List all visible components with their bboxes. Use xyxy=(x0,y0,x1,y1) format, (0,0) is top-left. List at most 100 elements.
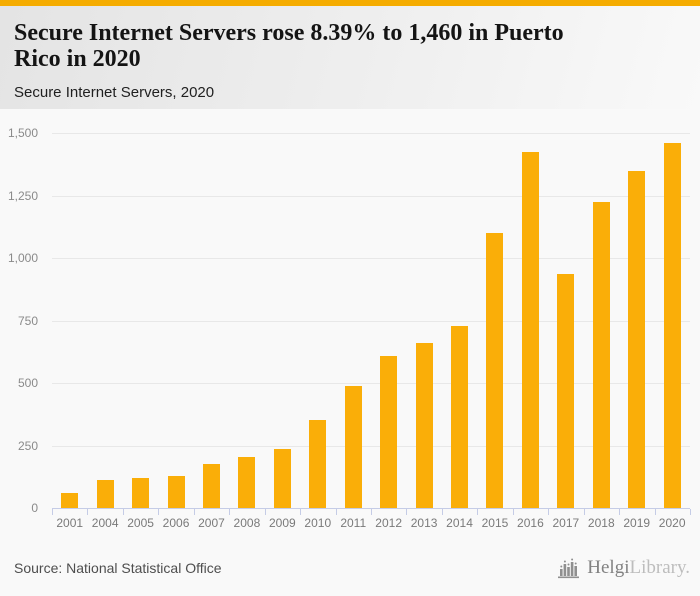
helgi-logo-icon xyxy=(558,557,582,579)
chart-footer: Source: National Statistical Office Helg… xyxy=(0,540,700,596)
bar-2019 xyxy=(628,171,646,508)
bar-chart: 0 250 500 750 1,000 1,250 1,500 2001 2004 2005 20… xyxy=(0,109,700,540)
x-tick-label: 2016 xyxy=(517,516,544,530)
x-tick xyxy=(548,509,550,515)
y-tick-label: 1,250 xyxy=(7,188,38,203)
y-tick-label: 750 xyxy=(17,313,38,328)
bar-cell xyxy=(52,133,87,508)
gridline xyxy=(52,320,690,322)
x-tick-label: 2015 xyxy=(481,516,509,530)
bar-cell xyxy=(336,133,371,508)
bar-2006 xyxy=(167,476,185,508)
top-accent-bar xyxy=(0,0,700,6)
x-tick xyxy=(654,509,656,515)
x-tick xyxy=(583,509,585,515)
bars xyxy=(52,133,690,508)
x-tick-label: 2011 xyxy=(340,516,367,530)
bar-2017 xyxy=(557,273,575,508)
x-tick xyxy=(335,509,337,515)
bar-2008 xyxy=(238,456,256,508)
bar-cell xyxy=(406,133,441,508)
bar-2011 xyxy=(344,385,362,508)
chart-subtitle: Secure Internet Servers, 2020 xyxy=(14,84,215,101)
x-tick xyxy=(441,509,443,515)
bar-cell xyxy=(548,133,583,508)
x-tick-label: 2017 xyxy=(552,516,580,530)
x-tick-label: 2012 xyxy=(375,516,402,530)
x-tick xyxy=(52,509,53,515)
x-tick xyxy=(690,509,691,515)
bar-2016 xyxy=(521,152,539,508)
y-axis-labels: 0 250 500 750 1,000 1,250 1,500 xyxy=(0,126,45,515)
x-tick xyxy=(193,509,195,515)
bar-cell xyxy=(194,133,229,508)
x-tick xyxy=(122,509,124,515)
page-title-line-1: Secure Internet Servers rose 8.39% to 1,… xyxy=(14,20,564,46)
x-tick-label: 2004 xyxy=(91,516,119,530)
y-tick-label: 1,500 xyxy=(7,126,38,140)
x-tick-label: 2001 xyxy=(56,516,84,530)
x-tick-label: 2018 xyxy=(587,516,615,530)
x-axis-labels: 2001 2004 2005 2006 2007 2008 2009 2010 2011 2012… xyxy=(52,516,690,530)
y-tick-label: 1,000 xyxy=(7,251,38,265)
gridline xyxy=(52,258,690,259)
bar-2007 xyxy=(202,463,220,508)
bar-2004 xyxy=(96,480,114,508)
bar-2010 xyxy=(309,420,327,508)
x-tick-label: 2014 xyxy=(446,516,473,530)
x-tick-label: 2007 xyxy=(198,516,225,530)
bar-cell xyxy=(371,133,406,508)
x-tick-label: 2005 xyxy=(127,516,154,530)
page-title-line-2: Rico in 2020 xyxy=(14,46,141,72)
bar-cell xyxy=(300,133,335,508)
bar-2018 xyxy=(592,201,610,508)
bar-cell xyxy=(229,133,264,508)
x-axis-ticks xyxy=(52,509,691,515)
x-tick xyxy=(512,509,514,515)
bar-cell xyxy=(477,133,512,508)
bar-cell xyxy=(123,133,158,508)
y-tick-label: 0 xyxy=(31,501,38,515)
x-tick-label: 2020 xyxy=(658,516,686,530)
y-tick-label: 500 xyxy=(17,376,38,390)
x-tick xyxy=(371,509,372,515)
helgi-library-logo[interactable]: HelgiLibrary. xyxy=(558,557,690,579)
gridline xyxy=(52,195,690,197)
x-tick-label: 2006 xyxy=(162,516,190,530)
gridline xyxy=(52,133,690,134)
chart-header: Secure Internet Servers rose 8.39% to 1,… xyxy=(0,6,700,109)
bar-2020 xyxy=(663,143,681,508)
x-tick-label: 2019 xyxy=(623,516,651,530)
bar-2012 xyxy=(380,356,398,508)
page-title: Secure Internet Servers rose 8.39% to 1,… xyxy=(14,6,686,72)
bar-2009 xyxy=(273,448,291,508)
gridline xyxy=(52,445,690,447)
bar-cell xyxy=(442,133,477,508)
x-tick xyxy=(229,509,231,515)
brand-name: HelgiLibrary. xyxy=(587,557,690,579)
bar-2001 xyxy=(61,493,79,508)
bar-cell xyxy=(619,133,654,508)
bar-2013 xyxy=(415,342,433,508)
bar-2014 xyxy=(451,326,469,508)
bar-cell xyxy=(87,133,122,508)
x-tick xyxy=(158,509,160,515)
x-tick xyxy=(406,509,408,515)
brand-name-library: Library. xyxy=(629,557,691,578)
x-tick xyxy=(300,509,302,515)
x-tick-label: 2008 xyxy=(233,516,261,530)
bar-cell xyxy=(584,133,619,508)
brand-name-helgi: Helgi xyxy=(587,557,630,578)
plot-area xyxy=(52,133,690,509)
bar-cell xyxy=(654,133,689,508)
x-tick xyxy=(477,509,479,515)
x-tick xyxy=(619,509,621,515)
gridline xyxy=(52,383,690,384)
bar-2015 xyxy=(486,233,504,508)
x-tick xyxy=(87,509,89,515)
source-label: Source: National Statistical Office xyxy=(14,560,222,576)
x-tick-label: 2009 xyxy=(268,516,296,530)
y-tick-label: 250 xyxy=(17,438,38,453)
bar-cell xyxy=(265,133,300,508)
bar-cell xyxy=(513,133,548,508)
